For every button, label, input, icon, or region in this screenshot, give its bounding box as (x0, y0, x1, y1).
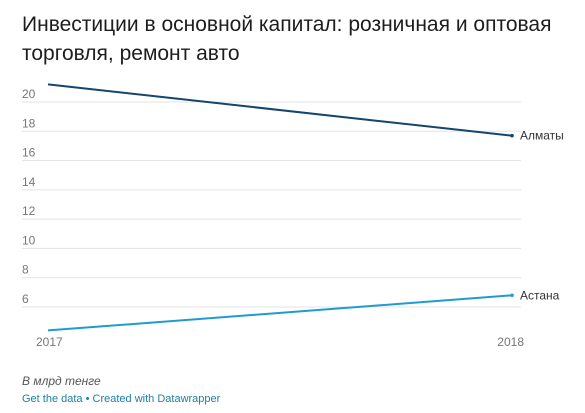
y-axis-ticks: 6 8 10 12 14 16 18 20 (22, 87, 36, 306)
y-tick-label: 16 (22, 146, 36, 160)
y-tick-label: 14 (22, 175, 36, 189)
series-label: Астана (520, 288, 560, 302)
series-end-point (510, 133, 514, 138)
y-tick-label: 12 (22, 204, 36, 218)
y-tick-label: 20 (22, 87, 36, 101)
series-label: Алматы (520, 129, 564, 143)
x-axis-ticks: 2017 2018 (36, 335, 524, 349)
chart-notes: В млрд тенге (22, 374, 101, 388)
series-line-1 (47, 294, 513, 332)
y-tick-label: 8 (22, 263, 29, 277)
chart-footer: Get the data • Created with Datawrapper (22, 393, 220, 405)
get-data-link[interactable]: Get the data (22, 393, 83, 405)
y-tick-label: 10 (22, 233, 36, 247)
y-tick-label: 18 (22, 116, 36, 130)
x-tick-label: 2018 (497, 335, 524, 349)
y-tick-label: 6 (22, 292, 29, 306)
footer-separator: • (85, 393, 90, 405)
created-with-link[interactable]: Created with Datawrapper (92, 393, 221, 405)
series-line-0 (47, 83, 513, 137)
x-tick-label: 2017 (36, 335, 63, 349)
series-end-point (510, 293, 514, 298)
grid-lines (22, 101, 521, 308)
series-lines: Алматы Астана (47, 83, 564, 332)
chart-title: Инвестиции в основной капитал: розничная… (22, 13, 552, 65)
